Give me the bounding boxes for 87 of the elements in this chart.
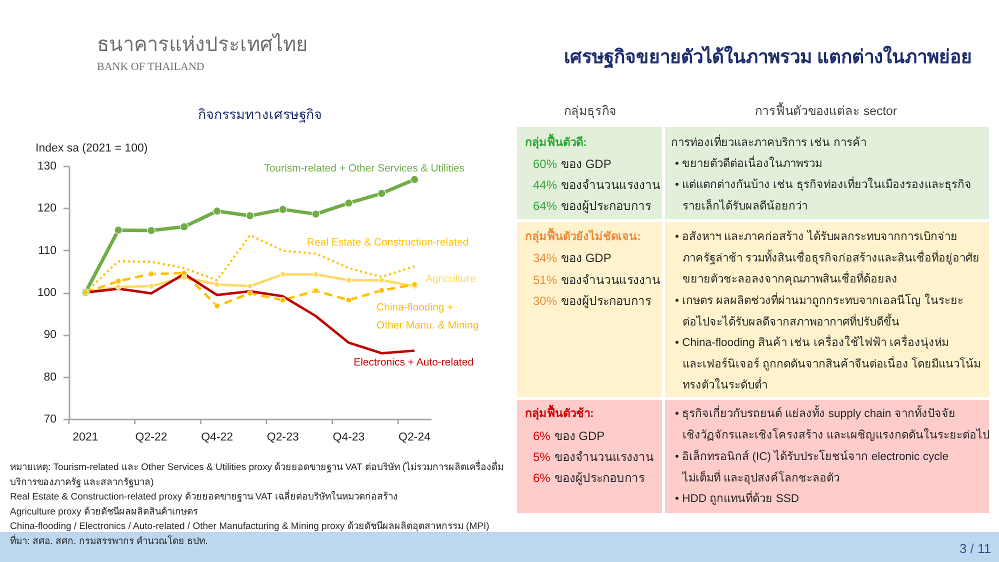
text: • แต่แตกต่างกันบ้าง เช่น ธุรกิจท่องเที่ยวในเมืองรองและธุรกิจ รายเล็กได้รับผลดีน้อยกว่า <box>675 176 972 212</box>
text: ของจำนวนแรงงาน <box>561 273 660 287</box>
point <box>212 206 222 216</box>
text: • อิเล็กทรอนิกส์ (IC) ได้รับประโยชน์จาก electronic cycle ไม่เต็มที่ และอุปสงค์โลกชะลอตัว <box>675 448 949 484</box>
point <box>246 283 254 290</box>
x-tick-label: 2021 <box>72 432 98 444</box>
text: • ขยายตัวดีต่อเนื่องในภาพรวม <box>675 155 822 170</box>
series-label: China-flooding + Other Manu. & Mining <box>376 301 479 332</box>
text: • HDD ถูกแทนที่ด้วย SSD <box>675 490 800 505</box>
text: 6% <box>533 429 551 443</box>
x-tick-label: Q4-23 <box>332 432 365 444</box>
text: ของ GDP <box>554 429 605 443</box>
text: การท่องเที่ยวและภาคบริการ เช่น การค้า <box>671 134 866 149</box>
x-tick-label: Q2-22 <box>135 432 168 444</box>
series-label: Agriculture <box>426 273 476 286</box>
text: • ธุรกิจเกี่ยวกับรถยนต์ แย่ลงทั้ง supply chain จากทั้งปัจจัย เชิงวัฏจักรและเชิงโครงสร้าง และเผชิญแรงกดดันในระยะต่อไป <box>675 405 990 442</box>
text: เศรษฐกิจขยายตัวได้ในภาพรวม แตกต่างในภาพย่อย <box>564 45 972 69</box>
text: ของจำนวนแรงงาน <box>554 450 654 464</box>
point <box>214 281 220 288</box>
y-tick-label: 100 <box>37 287 56 299</box>
y-tick-label: 130 <box>37 160 56 172</box>
text: 64% <box>533 199 558 213</box>
text: • เกษตร ผลผลิตช่วงที่ผ่านมาถูกกระทบจากเอลนีโญ ในระยะ ต่อไปจะได้รับผลดีจากสภาพอากาศที่ปรับดีขึ้น <box>675 292 964 328</box>
point <box>377 189 386 198</box>
text: • อสังหาฯ และภาคก่อสร้าง ได้รับผลกระทบจากการเบิกจ่าย ภาครัฐล่าช้า รวมทั้งสินเชื่อธุรกิจก่อสร้างและสินเชื่อที่อยู่อาศัย ขยายตัวชะลอลงจากคุณภาพสินเชื่อที่ด้อยลง <box>675 230 980 286</box>
point <box>312 288 319 294</box>
series-label: Electronics + Auto-related <box>354 356 474 369</box>
text: ของจำนวนแรงงาน <box>561 178 660 192</box>
point <box>312 210 320 218</box>
text: หมายเหตุ: Tourism-related และ Other Services & Utilities proxy ด้วยยอดขายฐาน VAT ต่อบริษัท (ไม่รวมการผลิตเครื่องดื่ม บริการของภาครัฐ และสลากรัฐบาล) <box>10 460 504 488</box>
point <box>181 270 188 276</box>
text: ของผู้ประกอบการ <box>561 199 652 214</box>
series-label: Real Estate & Construction-related <box>306 236 469 248</box>
text: กลุ่มธุรกิจ <box>564 104 616 119</box>
text: Agriculture proxy ด้วยดัชนีผลผลิตสินค้าเกษตร <box>10 505 198 518</box>
text: 51% <box>533 273 558 287</box>
point <box>378 277 385 284</box>
point <box>180 222 188 231</box>
text: ของ GDP <box>561 157 612 171</box>
point <box>115 284 122 290</box>
point <box>346 277 352 284</box>
text: ของ GDP <box>561 251 612 265</box>
text: 60% <box>533 157 558 171</box>
y-tick-label: 90 <box>44 329 56 342</box>
point <box>280 297 286 304</box>
x-tick-label: Q2-23 <box>266 432 299 444</box>
text: ธนาคารแห่งประเทศไทย <box>97 33 308 56</box>
text: 5% <box>533 450 551 464</box>
chart-title: กิจกรรมทางเศรษฐกิจ <box>198 107 322 123</box>
text: กลุ่มฟื้นตัวช้า: <box>525 404 594 421</box>
text: ของผู้ประกอบการ <box>561 294 652 309</box>
text: 6% <box>533 471 551 485</box>
text: China-flooding / Electronics / Auto-related / Other Manufacturing & Mining proxy ด้วยดัชนีผลผลิตอุตสาหกรรม (MPI) <box>10 520 490 532</box>
x-tick-label: Q4-22 <box>201 432 234 444</box>
y-tick-label: 110 <box>38 244 56 257</box>
text: กลุ่มฟื้นตัวยังไม่ชัดเจน: <box>525 227 641 244</box>
y-axis-title: Index sa (2021 = 100) <box>36 142 148 154</box>
point <box>147 226 156 235</box>
text: ที่มา: สศอ. สศก. กรมสรรพากร คำนวณโดย ธปท. <box>10 534 208 547</box>
text: BANK OF THAILAND <box>97 61 204 73</box>
text: 30% <box>533 294 558 308</box>
x-tick-label: Q2-24 <box>398 432 432 444</box>
point <box>378 287 385 294</box>
point <box>280 271 286 278</box>
point <box>246 212 254 220</box>
y-tick-label: 120 <box>37 202 56 215</box>
text: กลุ่มฟื้นตัวดี: <box>525 133 587 150</box>
point <box>312 271 319 278</box>
text: 3 / 11 <box>959 541 991 556</box>
text: • China-flooding สินค้า เช่น เครื่องใช้ไฟฟ้า เครื่องนุ่งห่ม และเฟอร์นิเจอร์ ถูกกดดันจากสินค้าจีนต่อเนื่อง โดยมีแนวโน้ม ทรงตัวในระดับต่ำ <box>675 334 981 392</box>
point <box>115 278 122 284</box>
point <box>114 226 123 234</box>
point <box>346 297 352 304</box>
point <box>278 205 288 214</box>
y-tick-label: 80 <box>44 371 56 384</box>
text: Tourism-related + Other Services & Utilities <box>264 162 465 174</box>
text: 34% <box>533 251 558 265</box>
point <box>148 283 154 290</box>
text: ของผู้ประกอบการ <box>554 471 646 486</box>
point <box>214 302 220 310</box>
text: 44% <box>533 178 558 192</box>
y-tick-label: 70 <box>44 414 56 426</box>
point <box>344 198 353 208</box>
point <box>410 175 419 184</box>
point <box>246 290 254 296</box>
text: การฟื้นตัวของแต่ละ sector <box>755 102 897 118</box>
text: Real Estate & Construction-related proxy ด้วยยอดขายฐาน VAT เฉลี่ยต่อบริษัทในหมวดก่อสร้าง <box>10 490 398 503</box>
